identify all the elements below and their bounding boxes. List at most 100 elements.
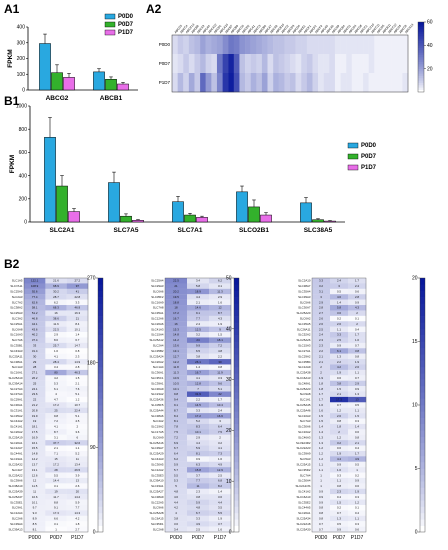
cell-value: 11.6 [53,322,59,326]
cell-value: 7.3 [218,452,222,456]
cell-value: 11 [76,457,79,461]
legend-swatch [347,153,359,160]
cell-value: 3 [338,284,340,288]
heatmap-cell [363,54,369,74]
colorbar-segment [234,398,239,406]
cell-value: 77.4 [32,295,38,299]
colorbar-segment [418,31,424,34]
heatmap-cell [66,386,89,392]
cell-value: 14.2 [75,495,81,499]
column-label: ABCF2 [308,24,317,34]
row-label: SLC16A13 [297,376,311,380]
heatmap-cell [200,73,206,93]
heatmap-cell [24,483,46,489]
row-label: SLC26A11 [297,327,311,331]
heatmap-cell [306,54,313,74]
row-label: SLC35B2 [151,349,164,353]
row-label: SLC9A8 [300,392,311,396]
heatmap-cell [368,73,375,93]
cell-value: 1.6 [54,349,58,353]
cell-value: 1 [55,527,57,531]
cell-value: 6.4 [174,452,178,456]
colorbar-segment [234,303,239,311]
heatmap-cell [45,294,67,300]
column-label: ABCC3 [252,24,262,34]
colorbar-tick-label: 0 [93,530,96,536]
heatmap-cell [330,310,349,316]
colorbar-tick-label: 20 [412,276,418,282]
heatmap-cell [348,499,367,506]
heatmap-cell [45,488,67,495]
heatmap-cell [209,483,232,489]
colorbar-segment [420,500,425,507]
cell-value: 1.6 [337,468,341,472]
heatmap-cell [165,418,188,425]
heatmap-cell [24,461,46,468]
cell-value: 2.6 [319,317,323,321]
cell-value: 17.2 [195,414,201,418]
cell-value: 2.5 [196,527,200,531]
heatmap-cell [330,332,349,338]
cell-value: 1.1 [355,371,359,375]
heatmap-cell [24,332,46,338]
heatmap-cell [165,288,188,295]
row-label: SLC16A10 [297,495,311,499]
cell-value: 8.3 [196,425,200,429]
row-label: SLC35E1 [10,500,23,504]
heatmap-cell [24,278,46,284]
colorbar-segment [420,519,425,526]
heatmap-cell [187,386,210,392]
cell-value: 2.3 [319,338,323,342]
cell-value: 5.1 [218,387,222,391]
cell-value: 0.7 [355,376,359,380]
heatmap-cell [66,326,89,333]
heatmap-cell [330,461,349,468]
heatmap-cell [330,440,349,446]
colorbar-segment [234,481,239,488]
heatmap-cell [379,54,386,74]
heatmap-cell [209,488,232,495]
colorbar-segment [420,341,425,349]
heatmap-cell [187,521,210,527]
cell-value: 10.1 [32,500,38,504]
cell-value: 2.9 [319,300,323,304]
row-label: SLC35F5 [151,403,164,407]
row-label: SLC39A4 [10,522,23,526]
colorbar-segment [234,360,239,368]
row-label: SLC39A7 [151,446,164,450]
cell-value: 2.4 [196,322,200,326]
row-label: SLC38A10 [9,484,23,488]
cell-value: 1.8 [319,387,323,391]
cell-value: 7.1 [54,452,58,456]
y-tick-label: 300 [17,40,26,46]
heatmap-cell [165,294,188,300]
heatmap-cell [312,380,331,387]
heatmap-cell [66,359,89,365]
cell-value: 1.3 [337,516,341,520]
cell-value: 30 [218,360,222,364]
cell-value: 3.8 [337,381,341,385]
heatmap-cell [172,73,178,93]
cell-value: 0.7 [319,522,323,526]
heatmap-cell [209,380,232,387]
heatmap-cell [66,380,89,387]
heatmap-cell [209,445,232,452]
row-label: SLC35A5 [298,322,311,326]
row-label: SLC30A5 [151,462,164,466]
cell-value: 38.6 [53,317,59,321]
cell-value: 9 [219,327,221,331]
colorbar-segment [234,284,239,291]
heatmap-cell [312,456,331,462]
row-label: SLC35A4 [298,290,311,294]
cell-value: 17.3 [336,398,342,402]
cell-value: 1.7 [355,279,359,283]
column-label: ABCA9 [331,24,341,34]
cell-value: 1.3 [319,441,323,445]
cell-value: 7.7 [196,479,200,483]
cell-value: 62.6 [32,300,38,304]
cell-value: 5.3 [174,479,178,483]
cell-value: 5.2 [196,419,200,423]
row-label: SLC39A6 [10,479,23,483]
heatmap-cell [187,510,210,516]
